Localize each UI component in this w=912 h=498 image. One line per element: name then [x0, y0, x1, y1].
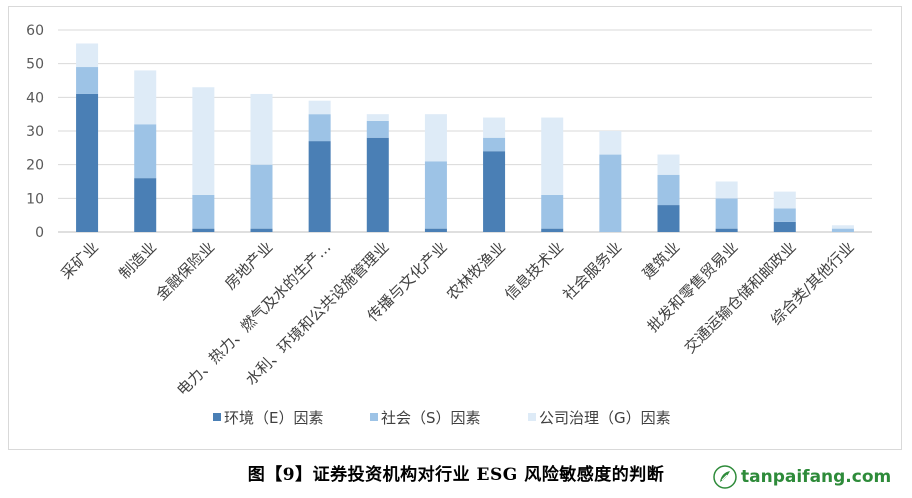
x-category-label: 信息技术业	[501, 238, 567, 304]
y-tick-label: 30	[26, 124, 44, 140]
bar-segment-e	[773, 221, 796, 232]
bar-segment-g	[134, 70, 157, 125]
bar-segment-g	[250, 93, 273, 165]
bar-segment-s	[308, 114, 331, 142]
bar-segment-e	[308, 141, 331, 232]
bar-segment-g	[657, 154, 680, 175]
bar-segment-g	[366, 114, 389, 121]
bar-segment-e	[715, 228, 738, 232]
bar-segment-e	[250, 228, 273, 232]
bar-segment-s	[657, 174, 680, 206]
gridlines	[58, 29, 872, 233]
chart-frame	[8, 6, 902, 450]
bar-segment-e	[541, 228, 564, 232]
y-tick-label: 0	[35, 225, 44, 241]
bar-segment-s	[366, 120, 389, 138]
bar-segment-g	[424, 114, 447, 162]
bar-segment-g	[715, 181, 738, 199]
bar-segment-g	[76, 43, 99, 68]
legend: 环境（E）因素 社会（S）因素 公司治理（G）因素	[213, 409, 671, 427]
bar-segment-s	[483, 137, 506, 152]
legend-swatch	[213, 413, 221, 421]
bar-segment-s	[424, 161, 447, 229]
bar-segment-e	[134, 178, 157, 232]
watermark-text: tanpaifang.com	[741, 467, 892, 487]
x-category-label: 交通运输仓储和邮政业	[681, 238, 800, 357]
bar-segment-g	[773, 191, 796, 209]
y-tick-label: 40	[26, 90, 44, 106]
bar-segment-g	[308, 100, 331, 115]
legend-swatch	[370, 413, 378, 421]
legend-swatch	[528, 413, 536, 421]
bar-segment-g	[541, 117, 564, 195]
bar-segment-g	[599, 131, 622, 155]
tanpaifang-logo-icon	[713, 465, 737, 489]
bar-segment-s	[192, 194, 215, 229]
x-category-label: 金融保险业	[152, 238, 218, 304]
bar-segment-s	[715, 198, 738, 229]
x-category-label: 农林牧渔业	[443, 238, 509, 304]
watermark: tanpaifang.com	[713, 463, 891, 491]
legend-label: 环境（E）因素	[224, 409, 323, 427]
y-tick-label: 60	[26, 23, 44, 39]
y-tick-label: 50	[26, 57, 44, 73]
y-tick-label: 10	[26, 191, 44, 207]
y-axis-ticks: 0 10 20 30 40 50 60	[26, 23, 44, 241]
bar-segment-s	[831, 228, 854, 232]
bar-segment-s	[76, 67, 99, 94]
bar-segment-e	[424, 228, 447, 232]
bar-segment-e	[192, 228, 215, 232]
bars	[76, 43, 854, 232]
bar-segment-g	[831, 225, 854, 229]
chart-caption: 图【9】证券投资机构对行业 ESG 风险敏感度的判断	[247, 465, 665, 485]
x-category-label: 社会服务业	[559, 238, 625, 304]
x-category-label: 建筑业	[639, 238, 684, 283]
bar-segment-g	[192, 87, 215, 195]
bar-segment-s	[599, 154, 622, 232]
legend-label: 公司治理（G）因素	[539, 409, 671, 427]
x-category-label: 制造业	[115, 238, 160, 283]
bar-segment-s	[250, 164, 273, 229]
bar-segment-s	[773, 208, 796, 222]
bar-segment-e	[657, 205, 680, 232]
bar-segment-e	[366, 137, 389, 232]
bar-segment-s	[134, 124, 157, 179]
bar-segment-e	[483, 151, 506, 232]
y-tick-label: 20	[26, 158, 44, 174]
bar-segment-g	[483, 117, 506, 138]
bar-segment-s	[541, 194, 564, 229]
x-category-label: 房地产业	[221, 238, 276, 293]
x-category-label: 采矿业	[57, 238, 102, 283]
bar-segment-e	[76, 93, 99, 232]
legend-label: 社会（S）因素	[381, 409, 481, 427]
